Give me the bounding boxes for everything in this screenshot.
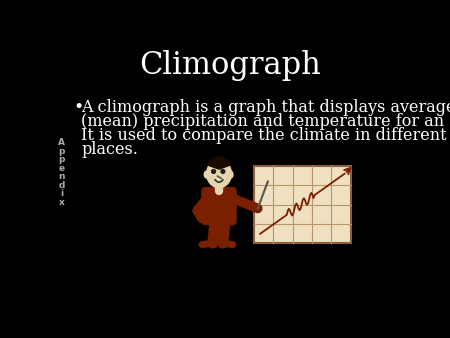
FancyBboxPatch shape [202,188,236,224]
Ellipse shape [228,171,233,178]
Text: Climograph: Climograph [140,50,322,81]
Text: A: A [58,139,65,147]
FancyBboxPatch shape [254,166,351,243]
Text: (mean) precipitation and temperature for an area.: (mean) precipitation and temperature for… [81,113,450,130]
Circle shape [221,170,225,173]
Circle shape [212,170,216,173]
Wedge shape [207,157,231,169]
Text: places.: places. [81,141,138,158]
Text: •: • [73,98,84,116]
Text: p: p [58,147,65,156]
Text: It is used to compare the climate in different: It is used to compare the climate in dif… [81,127,447,144]
Text: i: i [60,189,63,198]
Ellipse shape [204,171,209,178]
Text: d: d [58,181,65,190]
Text: n: n [58,172,65,182]
Text: p: p [58,155,65,164]
Text: A climograph is a graph that displays average: A climograph is a graph that displays av… [81,99,450,116]
Text: x: x [59,198,64,207]
Text: e: e [58,164,65,173]
Ellipse shape [207,160,231,188]
